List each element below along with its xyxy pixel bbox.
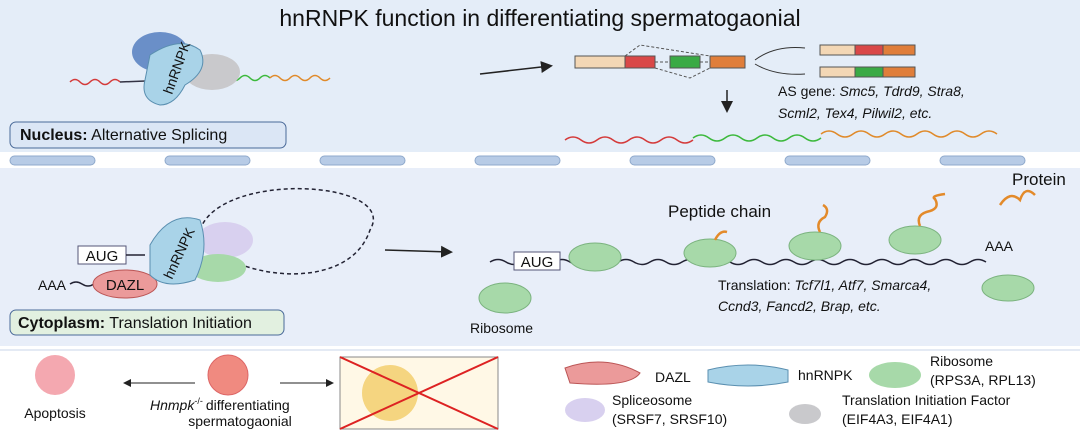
ribosomes: [478, 225, 1035, 314]
ribosome-shape: [869, 362, 921, 388]
as-label: AS gene:: [778, 83, 836, 99]
dazl: DAZL: [106, 277, 144, 294]
dazl-shape: [564, 361, 641, 385]
as-genes-line: Smc5, Tdrd9, Stra8,: [840, 83, 965, 99]
gene: Hnmpk: [150, 397, 195, 413]
apoptosis: Apoptosis: [24, 405, 85, 421]
knockout-line: differentiating: [206, 397, 290, 413]
dazl-shape: [92, 269, 158, 299]
panel-label-bold: Nucleus:: [20, 127, 88, 144]
legend-spliceosome: Spliceosome: [612, 392, 692, 408]
legend-ribosome: Ribosome: [930, 353, 993, 369]
sup: -/-: [194, 396, 203, 406]
panel-label: Cytoplasm: Translation Initiation: [18, 315, 252, 332]
arrow: [384, 245, 453, 258]
knockout: Hnmpk-/- differentiating: [150, 396, 290, 413]
aug: AUG: [86, 248, 119, 265]
blocked-image: [339, 356, 499, 430]
ribosome-label: Ribosome: [470, 320, 533, 336]
as-genes-line: Scml2, Tex4, Pilwil2, etc.: [778, 105, 932, 121]
panel-label: Nucleus: Alternative Splicing: [20, 127, 227, 144]
genes-line: Tcf7l1, Atf7, Smarca4,: [795, 277, 932, 293]
label-box: [9, 309, 285, 336]
peptide-label: Peptide chain: [668, 202, 771, 221]
spliceosome-shape: [565, 398, 605, 422]
legend-tif: Translation Initiation Factor: [842, 392, 1011, 408]
legend-ribosome: (RPS3A, RPL13): [930, 372, 1036, 388]
polya: AAA: [985, 238, 1014, 254]
apoptosis-cell: [35, 355, 75, 395]
ribosome-shape: [190, 254, 246, 282]
aug: AUG: [521, 254, 554, 271]
legend-tif: (EIF4A3, EIF4A1): [842, 411, 952, 427]
mrna: [820, 130, 998, 138]
hnrnpk-shape: [143, 43, 204, 106]
hnrnpk-shape: [707, 364, 789, 387]
mrna-loop: [199, 188, 374, 275]
panel-label-text: Alternative Splicing: [91, 127, 227, 144]
aug-box: [513, 251, 561, 271]
protein-label: Protein: [1012, 170, 1066, 189]
mrna: [692, 134, 822, 142]
genes-line: Ccnd3, Fancd2, Brap, etc.: [718, 298, 881, 314]
mrna: [269, 74, 331, 82]
mrna: [69, 254, 145, 287]
membrane: [9, 155, 1026, 166]
title: hnRNPK function in differentiating sperm…: [279, 5, 800, 31]
legend-spliceosome: (SRSF7, SRSF10): [612, 411, 727, 427]
translation-genes: Translation: Tcf7l1, Atf7, Smarca4,: [718, 277, 931, 293]
panel-label-text: Translation Initiation: [109, 315, 252, 332]
splicing-exons: [574, 44, 916, 79]
tif-shape: [789, 404, 821, 424]
label-box: [9, 121, 287, 149]
cell: [207, 354, 249, 396]
peptides: [713, 189, 1036, 241]
polya: AAA: [38, 277, 67, 293]
arrow: [479, 61, 553, 75]
spliceosome-shape: [197, 222, 253, 258]
mrna: [69, 78, 121, 86]
legend-dazl: DAZL: [655, 369, 691, 385]
translation-label: Translation:: [718, 277, 791, 293]
panel-label-bold: Cytoplasm:: [18, 315, 105, 332]
hnrnpk-shape: [149, 217, 205, 285]
legend-hnrnpk: hnRNPK: [798, 367, 853, 383]
knockout-line: spermatogaonial: [188, 413, 292, 429]
as-genes: AS gene: Smc5, Tdrd9, Stra8,: [778, 83, 965, 99]
mrna: [564, 136, 694, 144]
